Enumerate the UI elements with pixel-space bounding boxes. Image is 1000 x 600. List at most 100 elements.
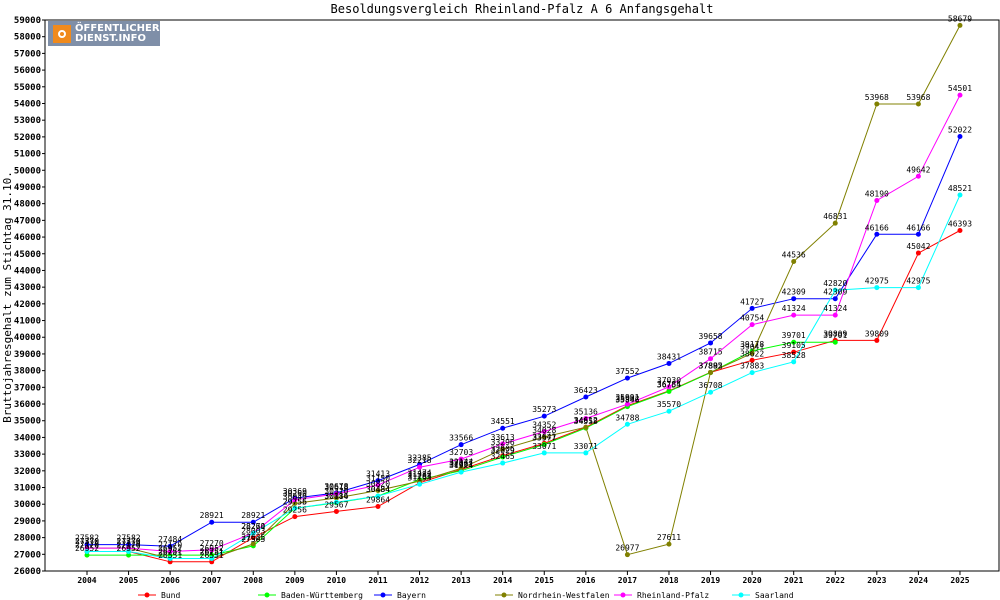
- data-point: [666, 408, 672, 414]
- data-label: 27370: [117, 537, 141, 546]
- data-label: 26952: [158, 544, 182, 553]
- data-label: 31283: [408, 472, 432, 481]
- data-point: [957, 92, 963, 98]
- data-label: 27170: [75, 540, 99, 549]
- data-point: [375, 488, 381, 494]
- data-label: 26952: [117, 544, 141, 553]
- x-tick-label: 2019: [701, 576, 720, 585]
- data-label: 33566: [449, 434, 473, 443]
- y-tick-label: 39000: [14, 350, 41, 360]
- data-point: [708, 369, 714, 375]
- x-tick-label: 2025: [950, 576, 969, 585]
- data-label: 26952: [200, 544, 224, 553]
- x-tick-label: 2024: [909, 576, 928, 585]
- data-label: 30084: [324, 492, 348, 501]
- data-label: 42309: [782, 288, 806, 297]
- data-point: [832, 220, 838, 226]
- data-label: 33296: [491, 438, 515, 447]
- data-point: [541, 429, 547, 435]
- data-label: 27370: [75, 537, 99, 546]
- data-point: [458, 456, 464, 462]
- y-tick-label: 45000: [14, 250, 41, 260]
- data-label: 32001: [449, 460, 473, 469]
- data-point: [500, 425, 506, 431]
- data-label: 27370: [117, 537, 141, 546]
- y-tick-label: 41000: [14, 317, 41, 327]
- data-point: [957, 192, 963, 198]
- y-tick-label: 44000: [14, 266, 41, 276]
- data-point: [500, 454, 506, 460]
- data-point: [250, 541, 256, 547]
- data-label: 27170: [117, 540, 141, 549]
- legend-swatch-marker: [620, 592, 626, 598]
- data-label: 35570: [657, 400, 681, 409]
- data-label: 46393: [948, 219, 972, 228]
- data-label: 26977: [615, 544, 639, 553]
- y-tick-label: 30000: [14, 500, 41, 510]
- legend-entry-label: Baden-Württemberg: [281, 591, 363, 600]
- data-point: [583, 450, 589, 456]
- data-label: 41727: [740, 297, 764, 306]
- data-label: 27611: [657, 533, 681, 542]
- data-label: 34788: [615, 413, 639, 422]
- data-label: 33641: [532, 432, 556, 441]
- data-point: [500, 446, 506, 452]
- legend-swatch-marker: [144, 592, 150, 598]
- data-point: [708, 389, 714, 395]
- x-tick-label: 2022: [826, 576, 845, 585]
- data-label: 27505: [241, 535, 265, 544]
- data-point: [375, 478, 381, 484]
- data-label: 26751: [200, 547, 224, 556]
- x-tick-label: 2016: [576, 576, 595, 585]
- data-label: 28261: [241, 522, 265, 531]
- data-label: 38431: [657, 352, 681, 361]
- x-tick-label: 2018: [659, 576, 678, 585]
- data-label: 34551: [491, 417, 515, 426]
- legend-swatch-marker: [380, 592, 386, 598]
- data-point: [84, 552, 90, 558]
- data-label: 28270: [241, 522, 265, 531]
- data-point: [541, 441, 547, 447]
- data-label: 35846: [615, 396, 639, 405]
- data-label: 33071: [574, 442, 598, 451]
- data-label: 42309: [823, 288, 847, 297]
- y-tick-label: 51000: [14, 150, 41, 160]
- data-point: [167, 555, 173, 561]
- logo-icon: [53, 24, 71, 43]
- data-point: [708, 340, 714, 346]
- data-label: 27170: [158, 540, 182, 549]
- data-point: [915, 173, 921, 179]
- x-tick-label: 2010: [327, 576, 346, 585]
- data-point: [666, 541, 672, 547]
- x-tick-label: 2006: [161, 576, 180, 585]
- x-tick-label: 2013: [451, 576, 470, 585]
- data-point: [84, 548, 90, 554]
- data-point: [84, 542, 90, 548]
- data-label: 32829: [491, 446, 515, 455]
- y-tick-label: 59000: [14, 16, 41, 26]
- legend-swatch-marker: [501, 592, 507, 598]
- data-label: 27370: [75, 537, 99, 546]
- data-label: 37030: [657, 376, 681, 385]
- data-label: 39809: [823, 329, 847, 338]
- data-point: [791, 296, 797, 302]
- data-label: 36755: [657, 380, 681, 389]
- data-point: [874, 231, 880, 237]
- data-label: 34558: [574, 417, 598, 426]
- data-point: [666, 360, 672, 366]
- data-label: 37883: [740, 362, 764, 371]
- data-point: [874, 337, 880, 343]
- plot-frame: [44, 19, 1000, 572]
- chart-ticks: 26000 27000 28000 29000 30000 31000 32000 33000…: [14, 16, 970, 585]
- data-label: 29756: [283, 497, 307, 506]
- x-tick-label: 2007: [202, 576, 221, 585]
- data-point: [126, 552, 132, 558]
- y-tick-label: 50000: [14, 166, 41, 176]
- data-label: 36784: [657, 380, 681, 389]
- y-tick-label: 32000: [14, 467, 41, 477]
- data-label: 26751: [158, 547, 182, 556]
- logo-line-2: DIENST.INFO: [75, 32, 146, 44]
- data-point: [874, 101, 880, 107]
- data-label: 58679: [948, 14, 972, 23]
- data-label: 42975: [906, 277, 930, 286]
